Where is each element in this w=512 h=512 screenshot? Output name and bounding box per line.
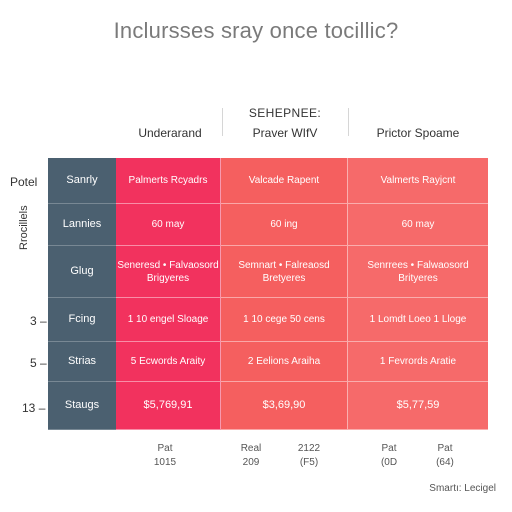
table-cell: 2 Eelions Araiha	[221, 342, 348, 382]
row-number-3: 3 –	[30, 314, 47, 328]
row-category[interactable]: Strias	[48, 342, 116, 382]
footer-col1: Pat 1015	[153, 443, 177, 468]
table-cell: Semnart • Falreaosd Bretyeres	[221, 246, 348, 298]
table-cell: 1 10 cege 50 cens	[221, 298, 348, 342]
row-category[interactable]: Fcing	[48, 298, 116, 342]
table-cell: Seneresd • Falvaosord Brigyeres	[116, 246, 221, 298]
table-cell: 1 Fevrords Aratie	[348, 342, 488, 382]
row-number-13: 13 –	[22, 401, 46, 415]
comparison-table: Sanrly Palmerts Rcyadrs Valcade Rapent V…	[48, 158, 488, 430]
row-category[interactable]: Glug	[48, 246, 116, 298]
header-group-label: SEHEPNEE:	[248, 106, 322, 120]
footer-col2a: Real 209	[240, 443, 262, 468]
price-cell: $5,769,91	[116, 382, 221, 430]
table-cell: Valcade Rapent	[221, 158, 348, 204]
price-cell: $5,77,59	[348, 382, 488, 430]
page-title: Inclursses sray once tocillic?	[113, 18, 399, 43]
footer-col2b: 2122 (F5)	[297, 443, 321, 468]
vertical-axis-label: Rrocillels	[18, 205, 30, 250]
price-cell: $3,69,90	[221, 382, 348, 430]
divider-right	[348, 108, 349, 136]
row-category[interactable]: Staugs	[48, 382, 116, 430]
column-header-1: Underarand	[138, 126, 202, 140]
divider-left	[222, 108, 223, 136]
table-cell: 1 Lomdt Loeo 1 Lloge	[348, 298, 488, 342]
table-cell: 1 10 engel Sloage	[116, 298, 221, 342]
table-cell: 60 may	[348, 204, 488, 246]
row-label-potel: Potel	[10, 175, 38, 189]
column-header-2: Praver WIfV	[252, 126, 318, 140]
row-category[interactable]: Lannies	[48, 204, 116, 246]
table-cell: Valmerts Rayjcnt	[348, 158, 488, 204]
table-cell: 5 Ecwords Araity	[116, 342, 221, 382]
column-header-3: Prictor Spoame	[376, 126, 460, 140]
table-cell: Senrrees • Falwaosord Brityeres	[348, 246, 488, 298]
corner-note: Smartı: Lecigel	[429, 483, 496, 494]
table-cell: Palmerts Rcyadrs	[116, 158, 221, 204]
row-number-5: 5 –	[30, 356, 47, 370]
table-cell: 60 may	[116, 204, 221, 246]
row-category[interactable]: Sanrly	[48, 158, 116, 204]
footer-col3a: Pat (0D	[380, 443, 398, 468]
table-cell: 60 ing	[221, 204, 348, 246]
footer-col3b: Pat (64)	[436, 443, 454, 468]
